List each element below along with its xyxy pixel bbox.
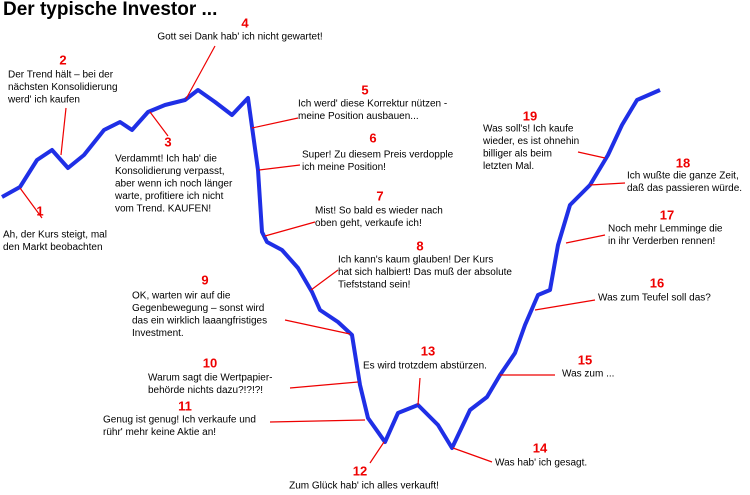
annotation-number: 2 [59, 53, 66, 68]
annotation-text: Super! Zu diesem Preis verdopple [302, 149, 454, 160]
annotation-number: 13 [421, 344, 435, 359]
annotation-text: Tiefststand sein! [338, 279, 410, 290]
leader-line [577, 151, 606, 159]
annotation-text: OK, warten wir auf die [132, 290, 231, 301]
annotation-text: Genug ist genug! Ich verkaufe und [103, 414, 256, 425]
annotation-text: rühr' mehr keine Aktie an! [103, 427, 216, 438]
leader-line [19, 187, 43, 219]
annotation-number: 4 [241, 16, 249, 31]
annotation-text: Konsolidierung verpasst, [115, 166, 225, 177]
leader-line [289, 381, 359, 389]
annotation-number: 8 [416, 239, 423, 254]
leader-line [185, 45, 216, 100]
price-line [1, 88, 661, 450]
annotation-text: ich meine Position! [302, 162, 386, 173]
annotation-text: Ah, der Kurs steigt, mal [3, 229, 107, 240]
annotation-text: wieder, es ist ohnehin [482, 136, 579, 147]
annotation-number: 11 [178, 399, 192, 414]
annotation-number: 1 [36, 204, 43, 219]
annotation-text: Noch mehr Lemminge die [608, 223, 723, 234]
annotation-text: Warum sagt die Wertpapier- [148, 372, 273, 383]
leader-line [369, 441, 385, 464]
leader-line [452, 447, 493, 463]
annotation-text: Zum Glück hab' ich alles verkauft! [289, 480, 439, 491]
leader-line [310, 269, 339, 291]
annotation-text: Gott sei Dank hab' ich nicht gewartet! [157, 31, 322, 42]
annotation-number: 7 [376, 189, 383, 204]
annotation-text: Gegenbewegung – sonst wird [132, 303, 264, 314]
annotation-text: nächsten Konsolidierung [8, 82, 118, 93]
title: Der typische Investor ... [3, 0, 217, 20]
leader-line [565, 234, 606, 244]
annotation-number: 17 [660, 208, 674, 223]
leader-line [258, 164, 301, 171]
leader-line [284, 319, 351, 335]
annotation-number: 3 [164, 135, 171, 150]
annotation-number: 5 [361, 83, 368, 98]
leader-line [269, 419, 366, 423]
annotation-text: werd' ich kaufen [7, 94, 80, 105]
annotation-text: Es wird trotzdem abstürzen. [363, 360, 487, 371]
annotation-text: das ein wirklich laaangfristiges [132, 315, 267, 326]
annotation-number: 15 [578, 353, 592, 368]
annotation-text: Was soll's! Ich kaufe [483, 123, 574, 134]
annotation-number: 9 [201, 273, 208, 288]
annotation-number: 12 [353, 464, 367, 479]
annotation-text: behörde nichts dazu?!?!?! [148, 385, 263, 396]
annotation-number: 19 [523, 109, 537, 124]
annotation-text: in ihr Verderben rennen! [608, 236, 715, 247]
leader-line [60, 107, 67, 156]
annotation-number: 14 [533, 441, 548, 456]
annotation-text: Was hab' ich gesagt. [495, 457, 587, 468]
leader-line [251, 117, 299, 129]
annotation-text: Ich wußte die ganze Zeit, [627, 170, 739, 181]
annotation-text: Was zum Teufel soll das? [598, 292, 711, 303]
annotation-text: Ich werd' diese Korrektur nützen - [298, 98, 447, 109]
annotation-text: Der Trend hält – bei der [8, 69, 114, 80]
annotation-text: Ich kann's kaum glauben! Der Kurs [338, 254, 493, 265]
annotation-text: billiger als beim [483, 148, 552, 159]
annotation-number: 18 [676, 156, 690, 171]
annotation-text: Investment. [132, 328, 184, 339]
annotation-text: hat sich halbiert! Das muß der absolute [338, 267, 512, 278]
annotation-number: 16 [650, 276, 664, 291]
annotation-number: 6 [369, 131, 376, 146]
annotation-number: 10 [203, 356, 217, 371]
leader-line [534, 299, 596, 311]
annotation-text: vom Trend. KAUFEN! [115, 203, 211, 214]
annotation-text: warte, profitiere ich nicht [114, 191, 224, 202]
annotation-text: aber wenn ich noch länger [115, 178, 233, 189]
leader-line [417, 377, 421, 406]
annotation-text: daß das passieren würde. [627, 183, 742, 194]
leader-line [149, 111, 169, 137]
annotation-text: Was zum ... [562, 368, 614, 379]
leader-line [589, 182, 626, 186]
leader-line [264, 221, 316, 237]
annotation-text: den Markt beobachten [3, 242, 103, 253]
annotation-text: oben geht, verkaufe ich! [315, 218, 422, 229]
annotation-text: letzten Mal. [483, 161, 534, 172]
annotation-text: Mist! So bald es wieder nach [315, 205, 443, 216]
annotation-text: Verdammt! Ich hab' die [115, 153, 217, 164]
annotation-text: meine Position ausbauen... [298, 111, 419, 122]
